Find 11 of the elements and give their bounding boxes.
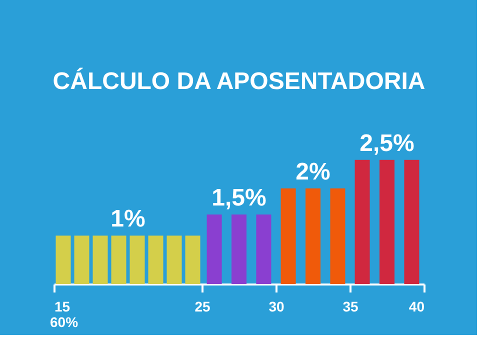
- x-tick-label: 35: [342, 298, 358, 314]
- x-tick-label: 15: [54, 298, 70, 314]
- x-tick-label: 30: [268, 298, 284, 314]
- annotation: 1%: [110, 206, 146, 233]
- chart-title: CÁLCULO DA APOSENTADORIA: [52, 67, 426, 95]
- x-tick-label: 40: [408, 298, 425, 314]
- x-tick-label: 25: [194, 298, 210, 314]
- annotation: 2,5%: [360, 130, 414, 157]
- annotation: 2%: [296, 158, 330, 186]
- annotation: 1,5%: [212, 184, 266, 212]
- text: 60%: [50, 314, 79, 330]
